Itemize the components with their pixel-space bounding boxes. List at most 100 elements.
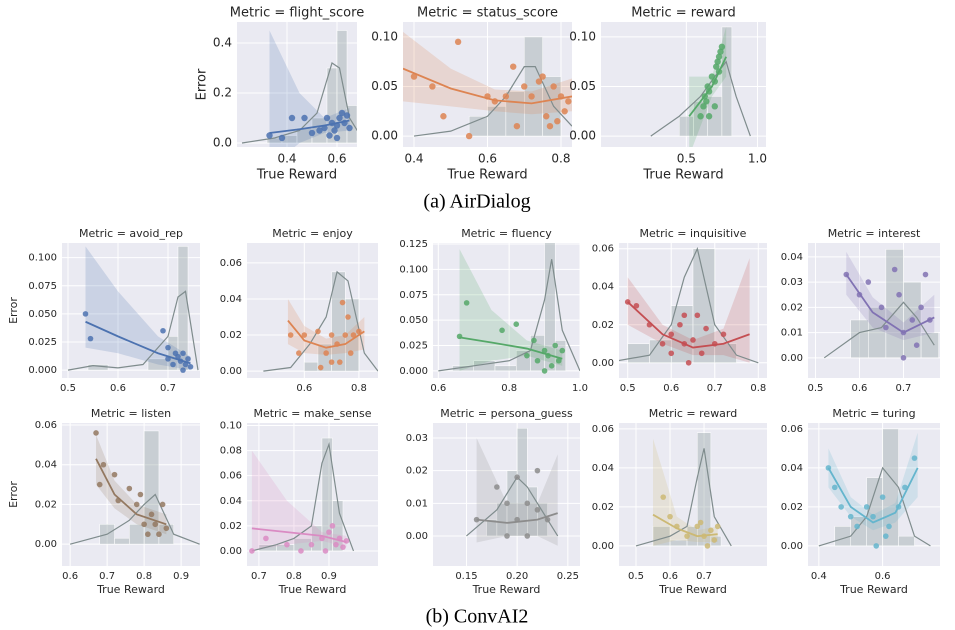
- plot-area: [635, 432, 732, 549]
- y-axis-label: Error: [7, 481, 20, 508]
- plot-area: [249, 437, 355, 554]
- point: [308, 541, 315, 548]
- y-tick-label: 0.10: [569, 29, 596, 43]
- point: [922, 271, 929, 278]
- subplot-title: Metric = enjoy: [272, 227, 353, 240]
- point: [697, 519, 704, 526]
- point: [187, 363, 194, 370]
- subplot: 0.00 0.05 0.10 0.4 0.6 0.8 Metric = status_sco…: [371, 6, 572, 183]
- hist-bar: [114, 537, 130, 545]
- point: [708, 73, 716, 80]
- point: [550, 83, 557, 90]
- point: [909, 317, 916, 323]
- point: [528, 93, 535, 100]
- y-tick-label: 0.075: [28, 281, 57, 292]
- point: [531, 337, 537, 344]
- point: [543, 113, 550, 120]
- point: [714, 58, 721, 65]
- hist-bar: [885, 249, 904, 359]
- kde-line: [69, 493, 200, 545]
- x-tick-label: 0.6: [663, 383, 679, 394]
- point: [301, 332, 308, 338]
- point: [159, 501, 166, 508]
- x-tick-label: 0.25: [557, 571, 579, 582]
- y-tick-label: 0.100: [28, 253, 57, 264]
- x-tick-label: 0.6: [852, 383, 868, 394]
- point: [328, 359, 335, 365]
- point: [156, 531, 162, 538]
- subplot: 0.000 0.025 0.050 0.075 0.100 0.5 0.6 0.7 Metric…: [7, 227, 200, 394]
- subplot: 0.00 0.02 0.04 0.06 0.6 0.8 Metric = enjoy: [220, 227, 378, 394]
- y-tick-label: 0.02: [406, 466, 428, 477]
- y-tick-label: 0.00: [371, 129, 398, 143]
- point: [338, 109, 346, 117]
- point: [718, 43, 726, 51]
- point: [513, 122, 521, 130]
- point: [561, 108, 568, 115]
- y-tick-label: 0.04: [35, 460, 57, 471]
- point: [704, 543, 711, 549]
- y-tick-label: 0.04: [781, 463, 803, 474]
- point: [346, 124, 353, 132]
- point: [180, 350, 186, 357]
- y-tick-label: 0.02: [592, 502, 614, 513]
- point: [350, 332, 357, 338]
- point: [510, 63, 517, 70]
- point: [918, 304, 924, 311]
- point: [317, 364, 324, 371]
- plot-background: [247, 243, 378, 378]
- x-tick-label: 0.4: [404, 152, 423, 166]
- caption: (a) AirDialog: [423, 191, 530, 213]
- y-tick-label: 0.050: [399, 315, 428, 326]
- x-tick-label: 0.8: [136, 571, 152, 582]
- point: [534, 357, 541, 364]
- point: [708, 527, 714, 534]
- plot-area: [823, 249, 939, 361]
- hist-bar: [336, 30, 348, 144]
- kde-line: [466, 476, 559, 537]
- y-axis-label: Error: [7, 297, 20, 324]
- x-tick-label: 1.0: [748, 152, 767, 166]
- point: [336, 114, 343, 122]
- x-tick-label: 0.5: [677, 152, 696, 166]
- point: [911, 455, 918, 461]
- x-axis-label: True Reward: [658, 583, 727, 596]
- x-tick-label: 0.6: [62, 571, 78, 582]
- y-tick-label: 0.00: [35, 539, 57, 550]
- point: [552, 342, 559, 349]
- subplot-title: Metric = interest: [828, 227, 921, 240]
- subplot-title: Metric = turing: [832, 407, 915, 420]
- point: [347, 350, 354, 356]
- y-tick-label: 0.025: [399, 341, 428, 352]
- y-tick-label: 0.06: [592, 424, 614, 435]
- y-tick-label: 0.00: [220, 546, 242, 557]
- y-tick-label: 0.06: [781, 424, 803, 435]
- point: [677, 321, 683, 328]
- point: [502, 93, 510, 100]
- y-tick-label: 0.05: [371, 79, 398, 93]
- point: [141, 521, 147, 528]
- point: [900, 355, 907, 361]
- x-tick-label: 0.6: [478, 152, 497, 166]
- point: [342, 332, 349, 338]
- fit-line: [251, 527, 347, 544]
- y-tick-label: 0.04: [220, 496, 242, 507]
- point: [148, 511, 155, 518]
- x-tick-label: 0.20: [506, 571, 528, 582]
- x-axis-label: True Reward: [642, 168, 723, 183]
- subplot: 0.00 0.02 0.04 0.06 0.5 0.6 0.7 Metric = reward…: [592, 407, 767, 596]
- subplot-title: Metric = status_score: [417, 6, 558, 21]
- fit-line: [688, 56, 727, 117]
- point: [298, 548, 304, 554]
- point: [863, 504, 870, 510]
- point: [249, 548, 255, 554]
- point: [514, 474, 520, 480]
- point: [713, 63, 720, 70]
- point: [163, 525, 170, 532]
- subplot: 0.000 0.025 0.050 0.075 0.100 0.125 0.6 0.8 1.0 M…: [399, 227, 588, 394]
- point: [660, 494, 667, 500]
- y-tick-label: 0.100: [399, 264, 428, 275]
- y-tick-label: 0.000: [399, 366, 428, 377]
- y-tick-label: 0.04: [781, 252, 803, 263]
